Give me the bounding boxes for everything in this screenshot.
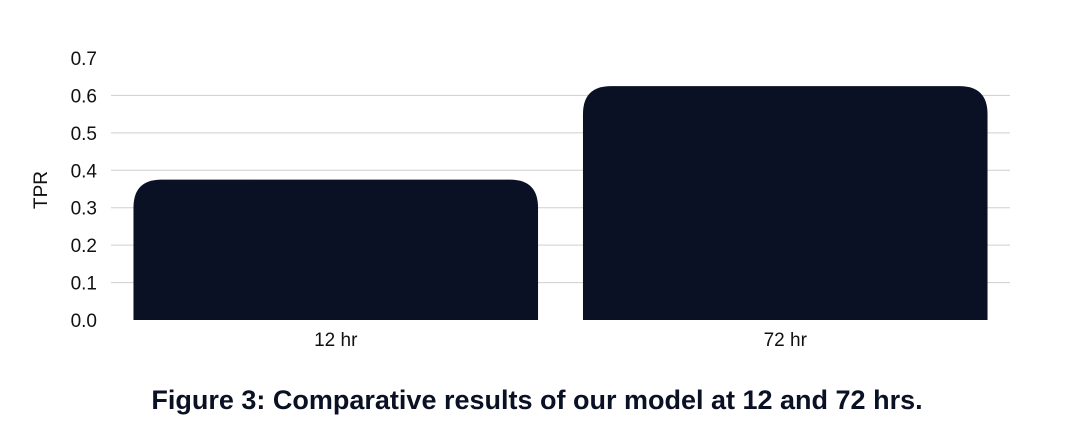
tpr-bar-chart: 0.0 0.1 0.2 0.3 0.4 0.5 0.6 0.7 12 hr 72 hr TPR [31, 49, 1010, 351]
figure-caption: Figure 3: Comparative results of our mod… [151, 385, 923, 415]
x-axis-ticks: 12 hr 72 hr [314, 330, 807, 351]
y-tick-label: 0.2 [71, 236, 97, 257]
y-tick-label: 0.4 [71, 161, 98, 182]
y-axis-label: TPR [31, 171, 52, 209]
y-tick-label: 0.1 [71, 274, 97, 295]
bar [133, 179, 539, 320]
y-tick-label: 0.0 [71, 311, 97, 332]
y-tick-label: 0.7 [71, 49, 97, 70]
x-tick-label: 12 hr [314, 330, 358, 351]
y-tick-label: 0.3 [71, 199, 97, 220]
y-tick-label: 0.6 [71, 86, 97, 107]
bar [582, 86, 988, 320]
y-tick-label: 0.5 [71, 124, 97, 145]
x-tick-label: 72 hr [764, 330, 808, 351]
bars [133, 86, 988, 320]
y-axis-ticks: 0.0 0.1 0.2 0.3 0.4 0.5 0.6 0.7 [71, 49, 98, 332]
